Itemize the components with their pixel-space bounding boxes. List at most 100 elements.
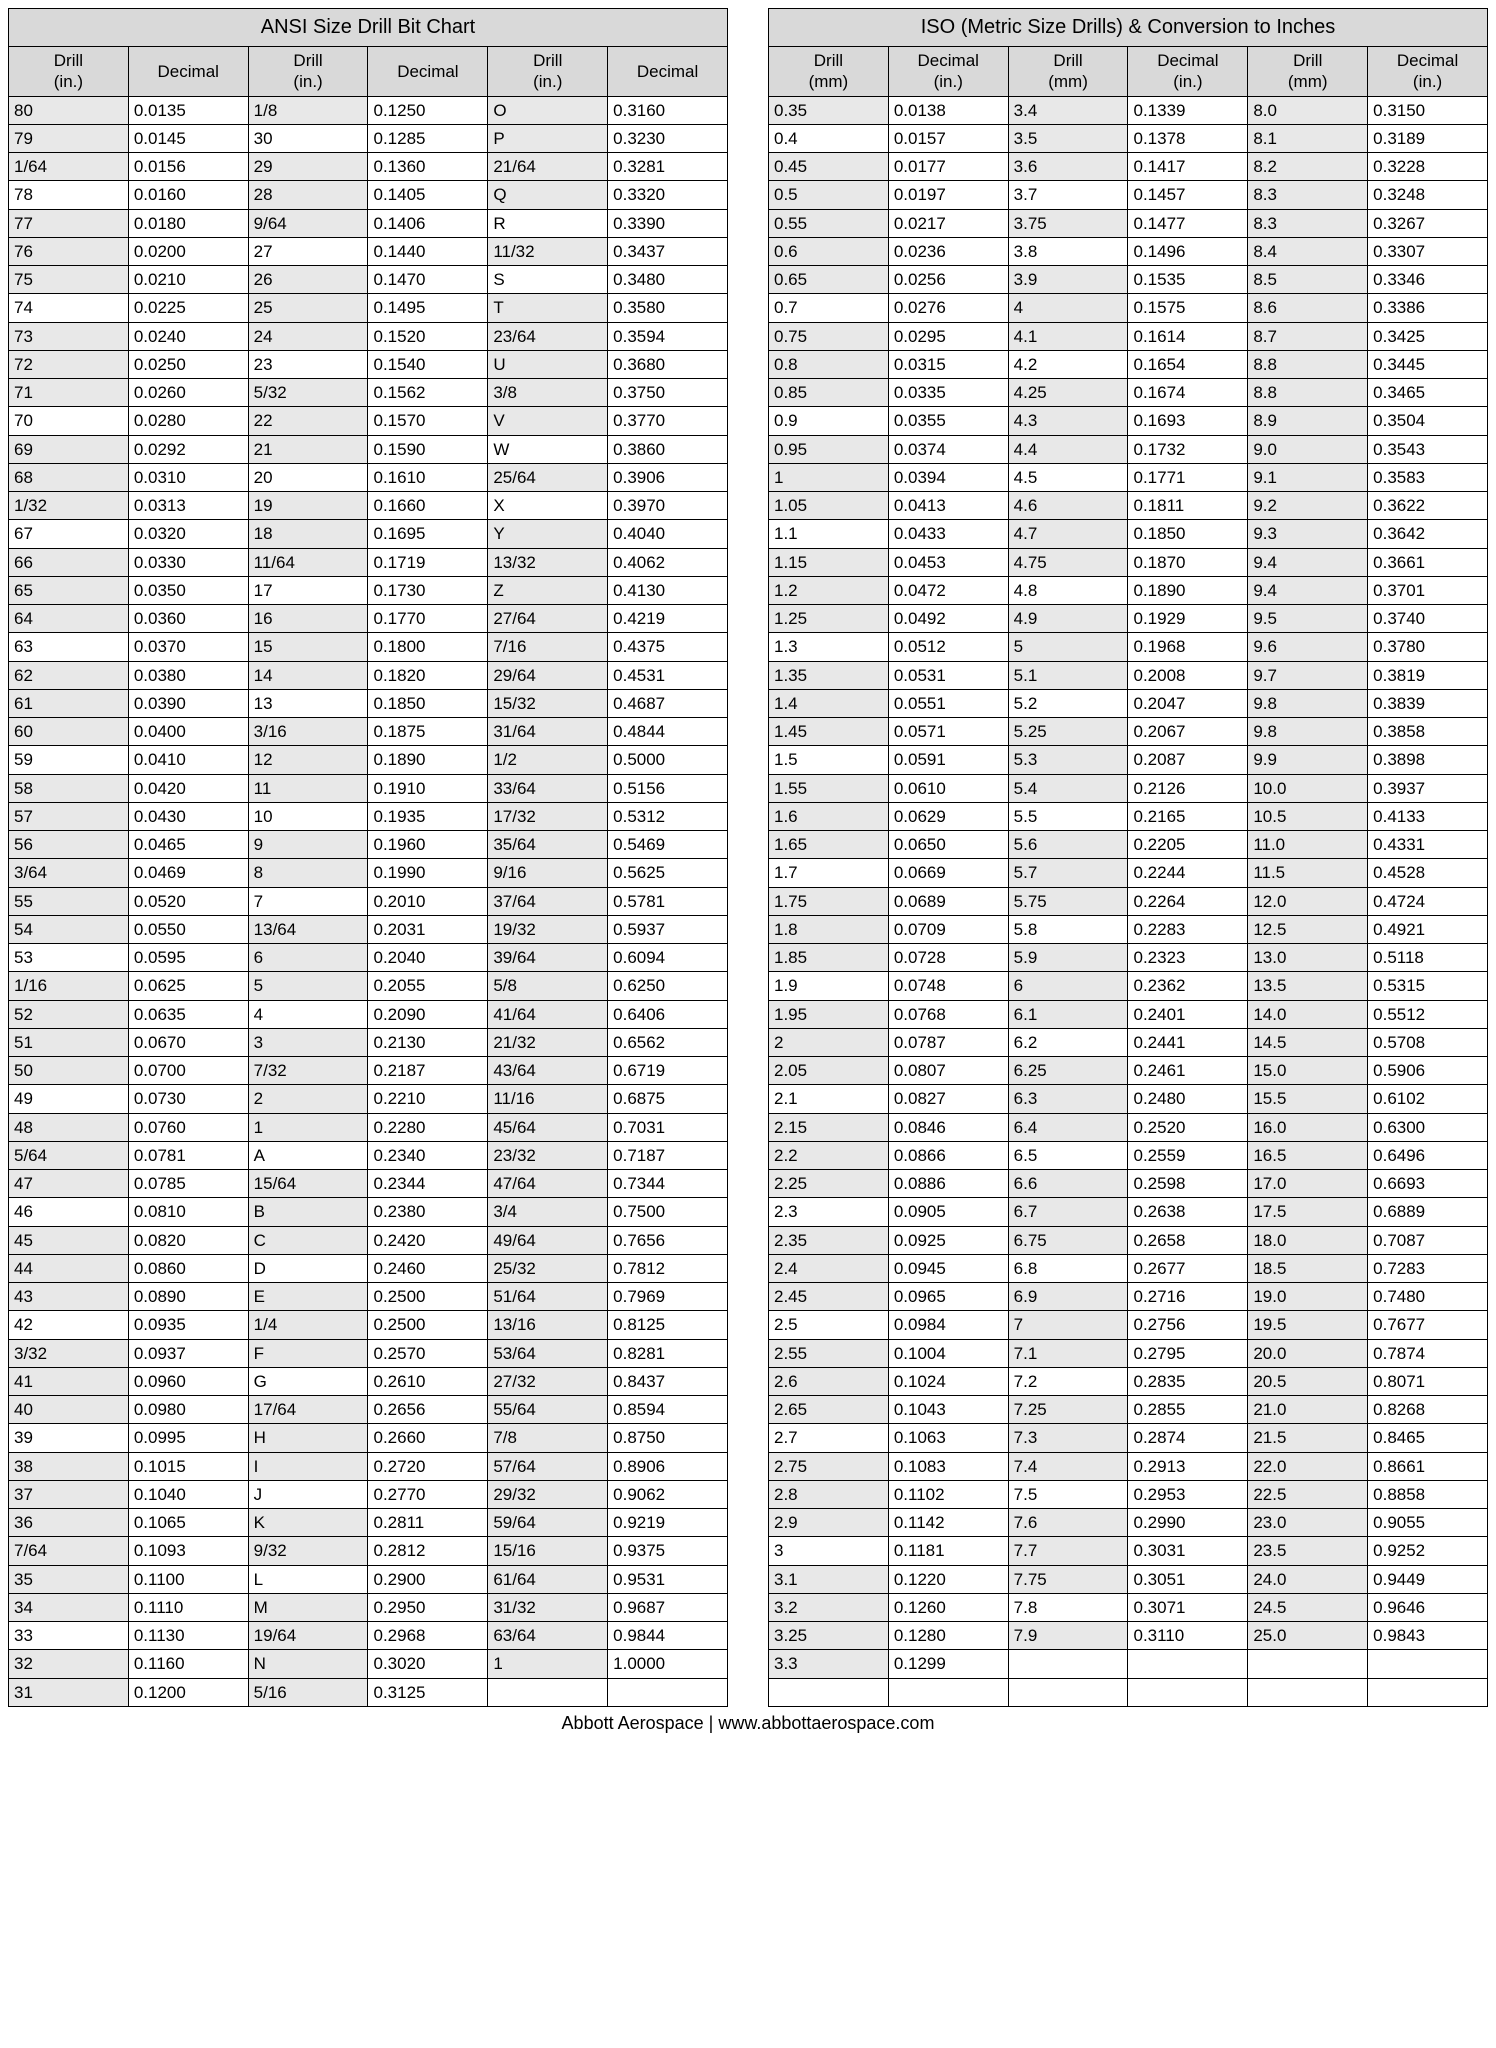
cell: 0.1929 [1128, 605, 1248, 633]
cell: 0.1102 [888, 1480, 1008, 1508]
cell: 37 [9, 1480, 129, 1508]
cell: 0.2570 [368, 1339, 488, 1367]
cell: 1.2 [769, 576, 889, 604]
cell: 24.0 [1248, 1565, 1368, 1593]
cell: 0.6875 [608, 1085, 728, 1113]
cell: 0.0320 [128, 520, 248, 548]
cell: 1.75 [769, 887, 889, 915]
cell: 5.25 [1008, 718, 1128, 746]
cell: 0.1280 [888, 1622, 1008, 1650]
cell: 31 [9, 1678, 129, 1706]
cell: 4.75 [1008, 548, 1128, 576]
table-row: 1.650.06505.60.220511.00.4331 [769, 831, 1488, 859]
cell [1128, 1650, 1248, 1678]
cell: 4.2 [1008, 350, 1128, 378]
cell: 0.9 [769, 407, 889, 435]
cell: 0.0413 [888, 492, 1008, 520]
cell: 59/64 [488, 1509, 608, 1537]
cell: 61 [9, 689, 129, 717]
cell: 8.1 [1248, 124, 1368, 152]
cell: 0.0394 [888, 463, 1008, 491]
cell: 5 [248, 972, 368, 1000]
cell: 6.6 [1008, 1170, 1128, 1198]
cell: 0.2010 [368, 887, 488, 915]
cell: 62 [9, 661, 129, 689]
cell: 2.35 [769, 1226, 889, 1254]
cell: 0.0453 [888, 548, 1008, 576]
cell: 0.3543 [1368, 435, 1488, 463]
cell: 0.0937 [128, 1339, 248, 1367]
cell: 2.3 [769, 1198, 889, 1226]
cell: 0.5708 [1368, 1028, 1488, 1056]
cell: 2.2 [769, 1141, 889, 1169]
cell: 41 [9, 1367, 129, 1395]
table-row: 2.450.09656.90.271619.00.7480 [769, 1283, 1488, 1311]
table-row: 3.10.12207.750.305124.00.9449 [769, 1565, 1488, 1593]
cell: 29/64 [488, 661, 608, 689]
cell: 7/16 [488, 633, 608, 661]
cell: 3/8 [488, 379, 608, 407]
cell: 6.9 [1008, 1283, 1128, 1311]
cell: 27/32 [488, 1367, 608, 1395]
cell: 9/16 [488, 859, 608, 887]
cell: 9.4 [1248, 576, 1368, 604]
cell: 4.9 [1008, 605, 1128, 633]
cell [769, 1678, 889, 1706]
cell: 2.55 [769, 1339, 889, 1367]
cell: 45 [9, 1226, 129, 1254]
cell: 0.2126 [1128, 774, 1248, 802]
cell: 0.3150 [1368, 96, 1488, 124]
col-header: Drill(mm) [769, 47, 889, 97]
table-row: 380.1015I0.272057/640.8906 [9, 1452, 728, 1480]
cell: 4.25 [1008, 379, 1128, 407]
cell: 0.0781 [128, 1141, 248, 1169]
cell: 42 [9, 1311, 129, 1339]
cell: 0.7187 [608, 1141, 728, 1169]
cell: 11.0 [1248, 831, 1368, 859]
cell: 0.3898 [1368, 746, 1488, 774]
table-row: 5/640.0781A0.234023/320.7187 [9, 1141, 728, 1169]
iso-header-row: Drill(mm)Decimal(in.)Drill(mm)Decimal(in… [769, 47, 1488, 97]
cell: 0.1614 [1128, 322, 1248, 350]
cell: 0.1495 [368, 294, 488, 322]
cell: 22.0 [1248, 1452, 1368, 1480]
cell: 8.8 [1248, 379, 1368, 407]
cell: 0.1960 [368, 831, 488, 859]
cell: 0.9844 [608, 1622, 728, 1650]
cell: 0.2658 [1128, 1226, 1248, 1254]
cell [1128, 1678, 1248, 1706]
cell: 0.1477 [1128, 209, 1248, 237]
table-row: 760.0200270.144011/320.3437 [9, 237, 728, 265]
cell: 0.4531 [608, 661, 728, 689]
cell: 0.1910 [368, 774, 488, 802]
cell: 9.6 [1248, 633, 1368, 661]
cell: 7.75 [1008, 1565, 1128, 1593]
cell: 0.2283 [1128, 915, 1248, 943]
table-row: 620.0380140.182029/640.4531 [9, 661, 728, 689]
cell: 0.2480 [1128, 1085, 1248, 1113]
cell: 0.1024 [888, 1367, 1008, 1395]
cell: 15/32 [488, 689, 608, 717]
table-row: 0.650.02563.90.15358.50.3346 [769, 266, 1488, 294]
cell: 0.0177 [888, 153, 1008, 181]
cell: 0.3390 [608, 209, 728, 237]
table-row: 580.0420110.191033/640.5156 [9, 774, 728, 802]
cell: Q [488, 181, 608, 209]
cell: 5.6 [1008, 831, 1128, 859]
cell: 0.1770 [368, 605, 488, 633]
cell: 19/32 [488, 915, 608, 943]
cell: 0.1610 [368, 463, 488, 491]
col-header: Decimal(in.) [1128, 47, 1248, 97]
cell: 0.0250 [128, 350, 248, 378]
cell: 5.2 [1008, 689, 1128, 717]
col-header: Drill(mm) [1008, 47, 1128, 97]
cell: W [488, 435, 608, 463]
cell: 7.6 [1008, 1509, 1128, 1537]
cell: 0.1890 [368, 746, 488, 774]
cell: 3/16 [248, 718, 368, 746]
cell: 0.1100 [128, 1565, 248, 1593]
cell: 2.4 [769, 1254, 889, 1282]
cell: 20 [248, 463, 368, 491]
cell: 0.3230 [608, 124, 728, 152]
cell: 0.0430 [128, 802, 248, 830]
